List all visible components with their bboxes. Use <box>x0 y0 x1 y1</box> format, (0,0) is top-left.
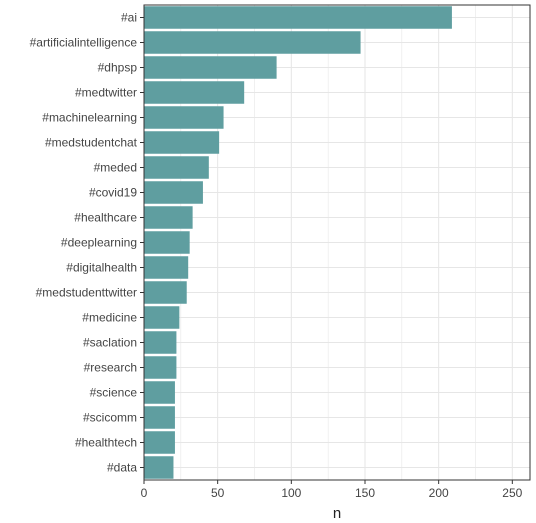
y-axis: #ai #artificialintelligence #dhpsp #medtwit… <box>30 11 144 475</box>
x-tick-label: 50 <box>211 486 225 500</box>
y-tick-label: #healthcare <box>74 211 137 225</box>
y-tick-label: #scicomm <box>83 411 137 425</box>
y-tick-label: #machinelearning <box>42 111 137 125</box>
bar <box>144 281 187 304</box>
bar <box>144 431 175 454</box>
bar <box>144 81 245 104</box>
y-tick-label: #data <box>107 461 137 475</box>
bar <box>144 256 189 279</box>
y-tick-label: #science <box>90 386 138 400</box>
y-tick-label: #deeplearning <box>61 236 137 250</box>
bars <box>144 6 452 479</box>
x-axis-title: n <box>333 505 341 522</box>
bar <box>144 31 361 54</box>
y-tick-label: #medstudenttwitter <box>36 286 137 300</box>
x-tick-label: 150 <box>355 486 375 500</box>
y-tick-label: #meded <box>94 161 137 175</box>
bar <box>144 206 193 229</box>
y-tick-label: #covid19 <box>89 186 137 200</box>
bar <box>144 56 277 79</box>
x-tick-label: 200 <box>429 486 449 500</box>
y-tick-label: #ai <box>121 11 137 25</box>
y-tick-label: #artificialintelligence <box>30 36 138 50</box>
bar <box>144 306 180 329</box>
x-tick-label: 0 <box>141 486 148 500</box>
y-tick-label: #medstudentchat <box>45 136 138 150</box>
y-tick-label: #medicine <box>82 311 137 325</box>
x-axis: 0 50 100 150 200 250 <box>141 480 523 500</box>
bar <box>144 106 224 129</box>
y-tick-label: #medtwitter <box>75 86 137 100</box>
bar <box>144 231 190 254</box>
x-tick-label: 250 <box>502 486 522 500</box>
bar <box>144 381 175 404</box>
y-tick-label: #healthtech <box>75 436 137 450</box>
bar <box>144 181 203 204</box>
x-tick-label: 100 <box>281 486 301 500</box>
bar <box>144 356 177 379</box>
bar <box>144 156 209 179</box>
bar <box>144 406 175 429</box>
bar <box>144 331 177 354</box>
y-tick-label: #saclation <box>83 336 137 350</box>
bar <box>144 6 452 29</box>
y-tick-label: #dhpsp <box>98 61 138 75</box>
y-tick-label: #digitalhealth <box>66 261 137 275</box>
bar <box>144 456 174 479</box>
bar <box>144 131 220 154</box>
y-tick-label: #research <box>84 361 137 375</box>
